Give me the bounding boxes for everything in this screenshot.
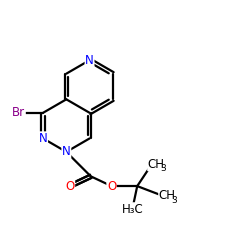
Text: N: N xyxy=(85,54,94,67)
Text: H₃C: H₃C xyxy=(122,203,143,216)
Text: Br: Br xyxy=(12,106,25,119)
Text: CH: CH xyxy=(159,190,176,202)
Text: 3: 3 xyxy=(161,164,166,173)
Text: N: N xyxy=(62,146,71,158)
Text: 3: 3 xyxy=(172,196,177,205)
Text: CH: CH xyxy=(148,158,165,170)
Text: O: O xyxy=(66,180,74,192)
Text: O: O xyxy=(107,180,116,192)
Text: N: N xyxy=(39,132,48,145)
